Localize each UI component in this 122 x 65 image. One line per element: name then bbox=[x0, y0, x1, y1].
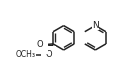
Text: N: N bbox=[92, 21, 99, 30]
Text: O: O bbox=[37, 40, 43, 49]
Text: OCH₃: OCH₃ bbox=[15, 50, 35, 59]
Text: O: O bbox=[45, 50, 52, 59]
